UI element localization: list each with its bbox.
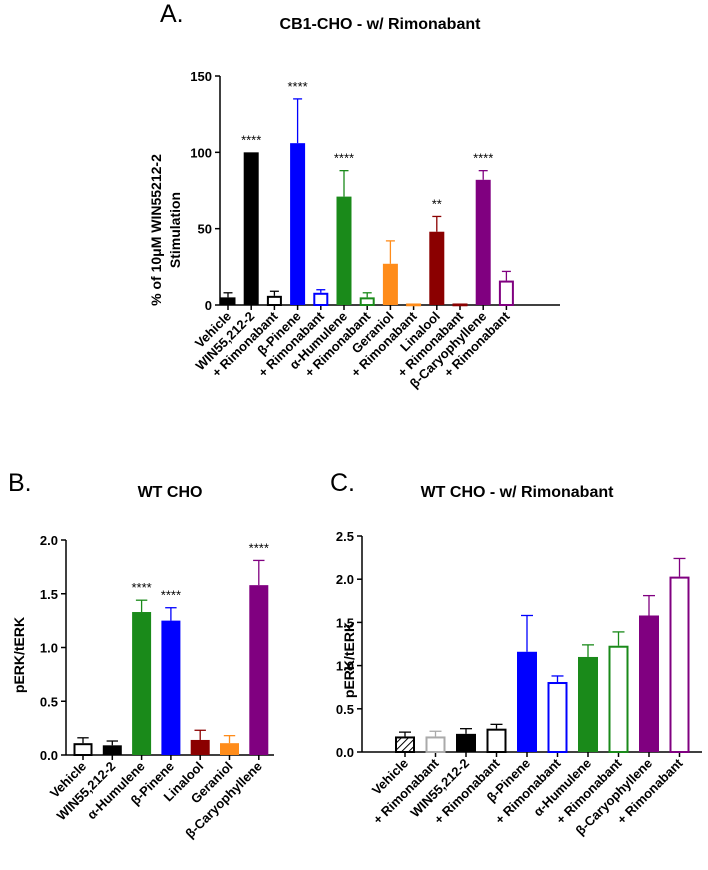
y-tick-label: 50 [198, 222, 212, 237]
bar [220, 297, 236, 305]
y-tick-label: 0.5 [336, 702, 354, 717]
y-tick-label: 1.0 [40, 641, 58, 656]
chart-a-title: CB1-CHO - w/ Rimonabant [280, 16, 482, 33]
y-tick-label: 1.5 [336, 615, 354, 630]
bar [406, 303, 422, 307]
y-tick-label: 2.0 [336, 572, 354, 587]
bar [669, 576, 690, 753]
significance-label: **** [131, 580, 151, 595]
bar [486, 728, 507, 753]
significance-label: **** [473, 151, 493, 166]
bar [452, 303, 468, 307]
significance-label: **** [334, 151, 354, 166]
y-tick-label: 1.0 [336, 659, 354, 674]
bar [132, 612, 152, 755]
panel-a-label: A. [160, 0, 184, 28]
y-tick-label: 1.5 [40, 587, 58, 602]
chart-a-ylabel-line1: % of 10μM WIN55212-2 [148, 154, 164, 306]
y-tick-label: 0.0 [336, 745, 354, 760]
chart-a: A. CB1-CHO - w/ Rimonabant % of 10μM WIN… [148, 0, 560, 391]
panel-b-label: B. [8, 469, 32, 497]
significance-label: ** [432, 196, 442, 211]
significance-label: **** [249, 540, 269, 555]
chart-b-title: WT CHO [138, 484, 203, 501]
bar [475, 179, 491, 305]
y-tick-label: 2.5 [336, 529, 354, 544]
bar [313, 292, 329, 306]
bar [161, 620, 181, 755]
y-tick-label: 0.0 [40, 748, 58, 763]
bar [220, 743, 239, 755]
chart-a-ylabel-line2: Stimulation [167, 192, 183, 268]
bar [359, 297, 375, 307]
bar [290, 143, 306, 305]
y-tick-label: 150 [190, 69, 212, 84]
bar [190, 739, 210, 755]
chart-c-title: WT CHO - w/ Rimonabant [421, 484, 615, 501]
bar [498, 280, 514, 306]
bar [382, 263, 398, 305]
bar [578, 656, 598, 752]
significance-label: **** [161, 588, 181, 603]
chart-b-ylabel: pERK/tERK [11, 617, 27, 693]
panel-c-label: C. [330, 469, 355, 497]
bar [73, 743, 93, 756]
bar [266, 295, 282, 306]
y-tick-label: 100 [190, 145, 212, 160]
chart-b: B. WT CHO pERK/tERK 0.00.51.01.52.0Vehic… [8, 469, 274, 841]
y-tick-label: 0.5 [40, 694, 58, 709]
bar [336, 196, 352, 305]
bar [608, 645, 629, 754]
bar [243, 152, 259, 305]
significance-label: **** [287, 79, 307, 94]
chart-c-ylabel: pERK/tERK [341, 622, 357, 698]
y-tick-label: 0 [205, 298, 212, 313]
bar [102, 745, 122, 755]
bar [456, 733, 476, 752]
significance-label: **** [241, 132, 261, 147]
bar [639, 615, 659, 752]
bar [395, 736, 415, 753]
bar [425, 736, 446, 753]
bar [249, 585, 269, 755]
y-tick-label: 2.0 [40, 533, 58, 548]
bar [429, 231, 445, 305]
bar [517, 651, 537, 752]
bar [547, 682, 568, 753]
chart-c: C. WT CHO - w/ Rimonabant pERK/tERK 0.0 0… [330, 469, 702, 838]
